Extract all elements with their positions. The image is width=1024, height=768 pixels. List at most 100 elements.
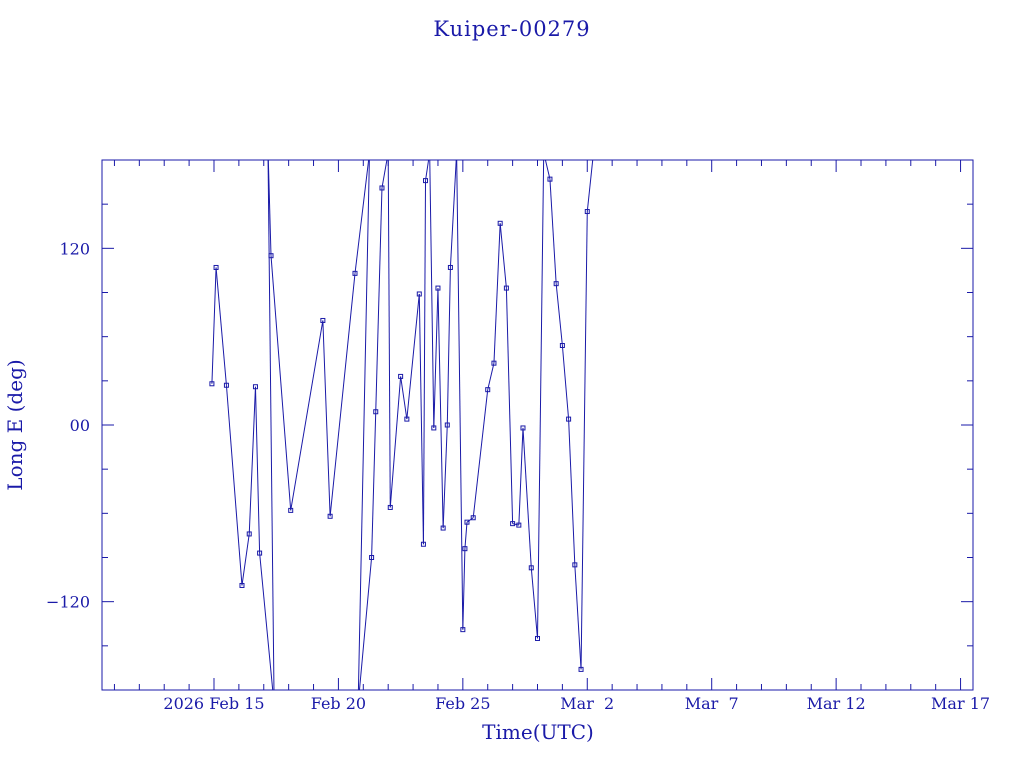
series-segment: [586, 160, 594, 212]
data-point: [547, 176, 553, 182]
x-tick-label: Mar 2: [560, 694, 614, 713]
series-segment: [549, 179, 557, 284]
data-point: [516, 522, 522, 528]
data-point: [268, 253, 274, 259]
axis-tick-labels: 2026 Feb 15 Feb 20 Feb 25 Mar 2 Mar 7 Mar 12 M…: [46, 239, 990, 713]
data-point: [464, 519, 470, 525]
series-segment: [418, 293, 424, 545]
data-point: [485, 387, 491, 393]
data-point: [470, 515, 476, 521]
series-segment: [522, 427, 532, 568]
data-point: [246, 531, 252, 537]
series-segment: [389, 376, 402, 508]
series-segment: [512, 523, 519, 526]
data-point: [566, 416, 572, 422]
data-point: [320, 317, 326, 323]
series-segment: [225, 385, 243, 586]
series-segment: [456, 160, 464, 630]
series-segment: [254, 386, 261, 554]
y-tick-label: 120: [59, 239, 90, 258]
plot-area: [101, 159, 974, 691]
series-segment: [537, 160, 545, 639]
series-segment: [449, 160, 457, 268]
data-point: [404, 416, 410, 422]
data-point: [239, 582, 245, 588]
y-axis-title: Long E (deg): [3, 359, 27, 490]
series-segment: [371, 411, 377, 558]
series-segment: [446, 267, 451, 426]
chart-title: Kuiper-00279: [433, 17, 590, 41]
data-point: [440, 525, 446, 531]
series-segment: [437, 288, 444, 529]
data-point: [460, 627, 466, 633]
data-point: [559, 343, 565, 348]
series-segment: [530, 567, 538, 639]
series-segment: [464, 522, 468, 549]
data-point: [416, 291, 422, 297]
data-point: [369, 555, 375, 560]
x-tick-label: Feb 20: [311, 694, 366, 713]
series-segment: [329, 273, 356, 517]
data-point: [252, 384, 258, 390]
series-segment: [322, 320, 331, 517]
data-point: [213, 264, 219, 270]
data-point: [398, 373, 404, 379]
data-point: [352, 270, 358, 276]
data-point: [462, 546, 468, 552]
series-segment: [433, 288, 439, 428]
series-segment: [568, 419, 576, 565]
data-point: [387, 504, 393, 510]
series-segment: [544, 160, 551, 180]
data-point: [491, 360, 497, 366]
series-segment: [580, 211, 588, 670]
series-segment: [290, 320, 324, 511]
data-point: [528, 565, 534, 571]
data-point: [420, 541, 426, 547]
series-segment: [357, 160, 370, 690]
x-axis-title: Time(UTC): [482, 720, 594, 744]
data-point: [497, 220, 503, 226]
data-point: [379, 185, 385, 191]
longitude-series: [209, 160, 594, 690]
series-segment: [248, 386, 256, 534]
data-point: [535, 635, 540, 641]
data-point: [584, 209, 590, 215]
series-segment: [425, 160, 430, 181]
series-segment: [574, 564, 582, 670]
data-point: [423, 178, 429, 184]
series-segment: [462, 548, 466, 630]
data-point: [431, 425, 437, 431]
series-segment: [387, 160, 391, 508]
series-segment: [518, 427, 524, 526]
series-segment: [466, 517, 474, 523]
series-segment: [354, 160, 370, 274]
data-point: [553, 281, 559, 287]
x-tick-label: Mar 17: [931, 694, 990, 713]
series-segment: [499, 223, 507, 289]
data-point: [572, 562, 578, 568]
data-point: [327, 513, 333, 519]
series-segment: [422, 180, 427, 545]
series-segment: [493, 223, 501, 364]
series-segment: [429, 160, 435, 428]
x-tick-label: Mar 7: [685, 694, 739, 713]
data-point: [257, 550, 263, 556]
series-segment: [555, 283, 563, 346]
series-segment: [267, 160, 272, 256]
data-point: [520, 425, 526, 431]
series-segment: [442, 424, 448, 529]
series-segment: [211, 267, 217, 384]
data-point: [444, 422, 450, 428]
series-segment: [400, 376, 408, 420]
plot-frame: [101, 159, 974, 691]
data-point: [435, 285, 441, 291]
data-point: [510, 521, 516, 527]
data-point: [578, 666, 584, 672]
series-segment: [375, 187, 383, 412]
series-segment: [267, 160, 275, 690]
data-point: [503, 285, 509, 291]
y-tick-label: −120: [46, 593, 90, 612]
series-segment: [472, 389, 489, 518]
x-tick-label: Feb 25: [435, 694, 490, 713]
